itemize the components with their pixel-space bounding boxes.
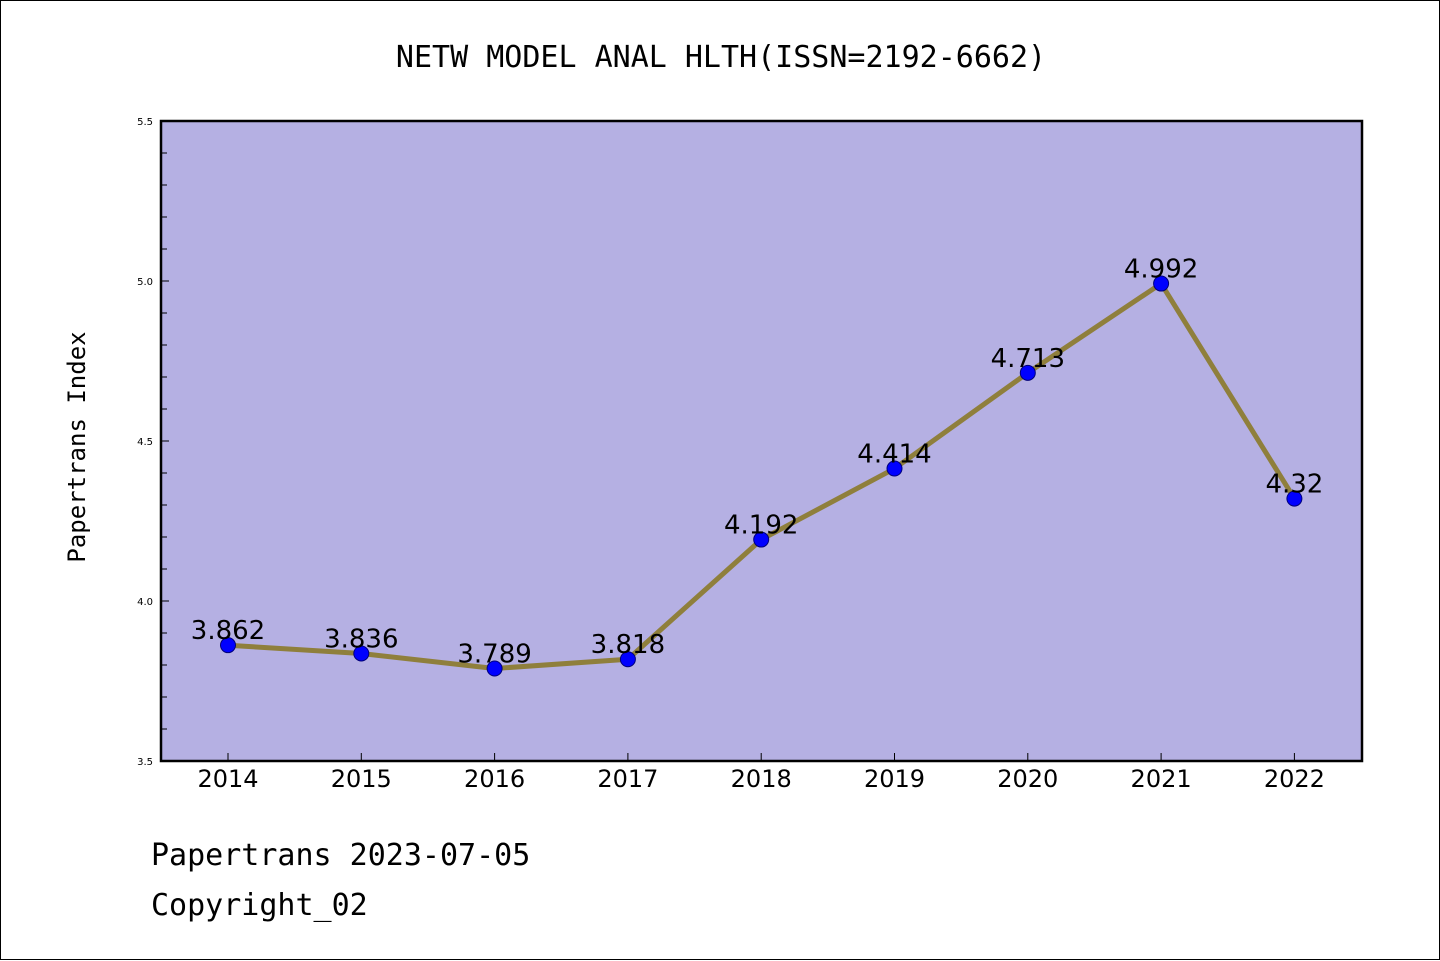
data-point: [486, 660, 503, 677]
x-tick-label: 2015: [331, 765, 392, 793]
chart-title: NETW MODEL ANAL HLTH(ISSN=2192-6662): [396, 40, 1046, 75]
data-point: [1286, 490, 1303, 507]
data-label: 4.414: [857, 440, 931, 470]
data-point: [753, 531, 770, 548]
x-tick-label: 2022: [1264, 765, 1325, 793]
y-tick-label: 4.5: [137, 437, 153, 448]
data-markers: [220, 275, 1303, 677]
y-tick-label: 3.5: [137, 757, 153, 768]
data-point: [1153, 275, 1170, 292]
x-tick-label: 2016: [464, 765, 525, 793]
x-tick-label: 2020: [997, 765, 1058, 793]
data-point: [353, 645, 370, 662]
data-label: 4.992: [1124, 255, 1198, 285]
data-point: [619, 651, 636, 668]
data-point: [220, 637, 236, 654]
y-tick-label: 5.5: [137, 117, 153, 128]
x-axis: 2014 2015 2016 2017 2018 2019 2020 2021 2022: [197, 753, 1325, 793]
data-label: 4.192: [724, 511, 798, 541]
x-tick-label: 2014: [197, 765, 258, 793]
footer-date: Papertrans 2023-07-05: [151, 838, 530, 873]
data-label: 3.789: [457, 640, 531, 670]
data-label: 4.713: [991, 344, 1065, 374]
data-label: 4.32: [1265, 470, 1323, 500]
data-label: 3.836: [324, 624, 398, 654]
x-tick-label: 2019: [864, 765, 925, 793]
data-label: 3.818: [591, 630, 665, 660]
data-point: [1019, 364, 1036, 381]
x-tick-label: 2018: [731, 765, 792, 793]
y-axis-label: Papertrans Index: [63, 331, 91, 562]
data-labels: 3.862 3.836 3.789 3.818 4.192 4.414 4.713 4.992…: [191, 255, 1324, 670]
y-tick-label: 4.0: [137, 597, 153, 608]
x-tick-label: 2021: [1131, 765, 1192, 793]
data-label: 3.862: [191, 616, 265, 646]
x-tick-label: 2017: [597, 765, 658, 793]
plot-area: [159, 119, 1364, 763]
data-point: [886, 460, 903, 477]
footer-copyright: Copyright_02: [151, 888, 368, 923]
y-axis: 3.5 4.0 4.5 5.0 5.5: [137, 117, 169, 768]
y-tick-label: 5.0: [137, 277, 153, 288]
